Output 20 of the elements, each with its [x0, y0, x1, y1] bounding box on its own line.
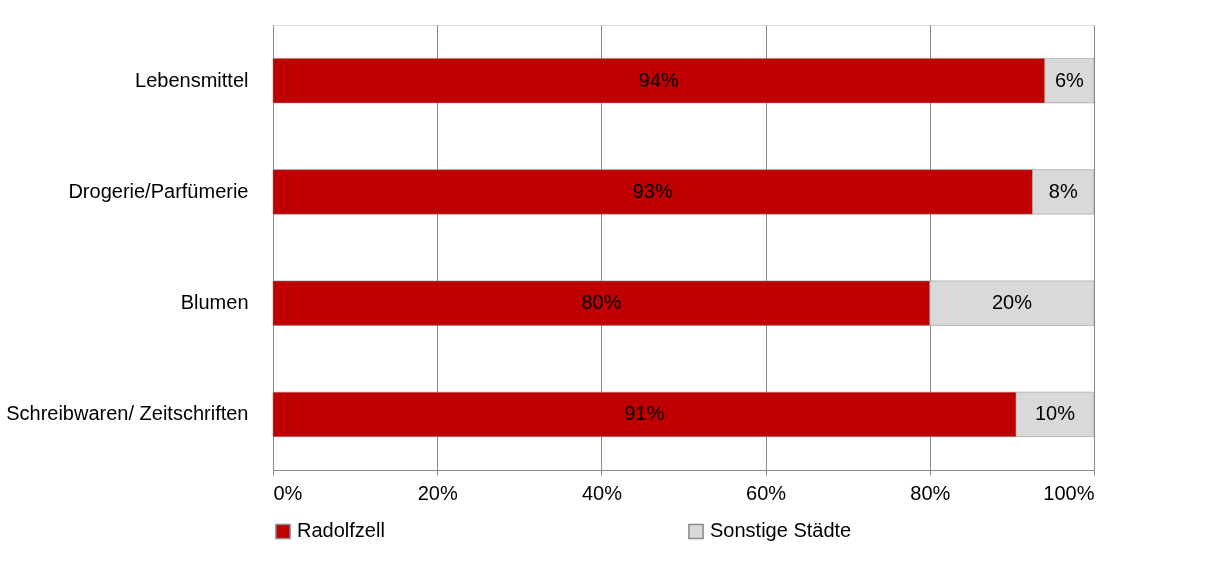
data-label: 10% — [1034, 402, 1076, 425]
x-tick-label: 60% — [746, 481, 787, 504]
x-tick-label: 100% — [1043, 481, 1095, 504]
data-label: 93% — [632, 179, 673, 202]
data-label: 94% — [638, 68, 680, 91]
data-label: 91% — [624, 402, 665, 425]
x-tick-label: 40% — [581, 481, 623, 504]
data-label: 80% — [581, 291, 622, 314]
y-tick-label: Lebensmittel — [135, 68, 249, 91]
x-tick-label: 20% — [417, 481, 458, 504]
legend-label: Sonstige Städte — [710, 519, 852, 542]
x-tick-label: 80% — [910, 481, 951, 504]
legend-label: Radolfzell — [297, 519, 385, 542]
data-label: 8% — [1048, 179, 1078, 202]
data-label: 20% — [991, 291, 1033, 314]
y-tick-label: Drogerie/Parfümerie — [68, 179, 249, 202]
x-tick-label: 0% — [273, 481, 303, 504]
y-tick-label: Schreibwaren/ Zeitschriften — [6, 402, 249, 425]
y-tick-label: Blumen — [180, 291, 249, 314]
data-label: 6% — [1054, 68, 1085, 91]
